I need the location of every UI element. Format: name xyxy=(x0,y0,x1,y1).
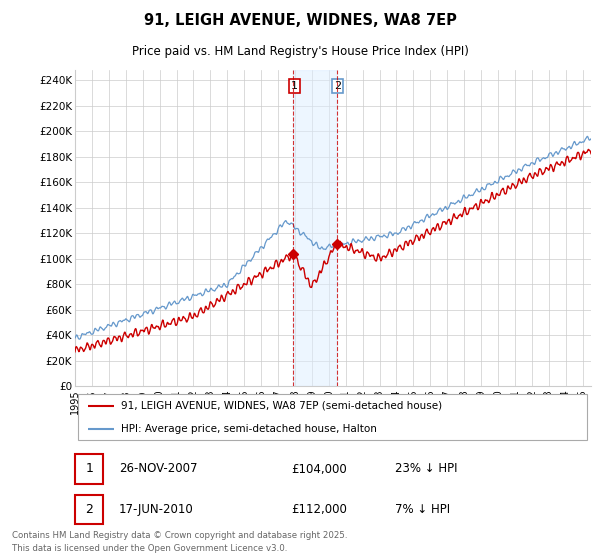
Text: Price paid vs. HM Land Registry's House Price Index (HPI): Price paid vs. HM Land Registry's House … xyxy=(131,45,469,58)
Text: 91, LEIGH AVENUE, WIDNES, WA8 7EP (semi-detached house): 91, LEIGH AVENUE, WIDNES, WA8 7EP (semi-… xyxy=(121,400,443,410)
Text: 1: 1 xyxy=(290,81,298,91)
Text: £112,000: £112,000 xyxy=(292,503,347,516)
Text: £104,000: £104,000 xyxy=(292,463,347,475)
Text: 23% ↓ HPI: 23% ↓ HPI xyxy=(395,463,457,475)
Text: 2: 2 xyxy=(85,503,93,516)
Text: 26-NOV-2007: 26-NOV-2007 xyxy=(119,463,197,475)
Text: HPI: Average price, semi-detached house, Halton: HPI: Average price, semi-detached house,… xyxy=(121,424,377,434)
Text: 7% ↓ HPI: 7% ↓ HPI xyxy=(395,503,450,516)
Text: Contains HM Land Registry data © Crown copyright and database right 2025.
This d: Contains HM Land Registry data © Crown c… xyxy=(12,531,347,553)
FancyBboxPatch shape xyxy=(77,394,587,440)
Bar xyxy=(293,70,337,386)
Text: 2: 2 xyxy=(334,81,341,91)
FancyBboxPatch shape xyxy=(75,454,103,484)
FancyBboxPatch shape xyxy=(75,494,103,524)
Text: 1: 1 xyxy=(85,463,93,475)
Text: 91, LEIGH AVENUE, WIDNES, WA8 7EP: 91, LEIGH AVENUE, WIDNES, WA8 7EP xyxy=(143,13,457,27)
Text: 17-JUN-2010: 17-JUN-2010 xyxy=(119,503,194,516)
